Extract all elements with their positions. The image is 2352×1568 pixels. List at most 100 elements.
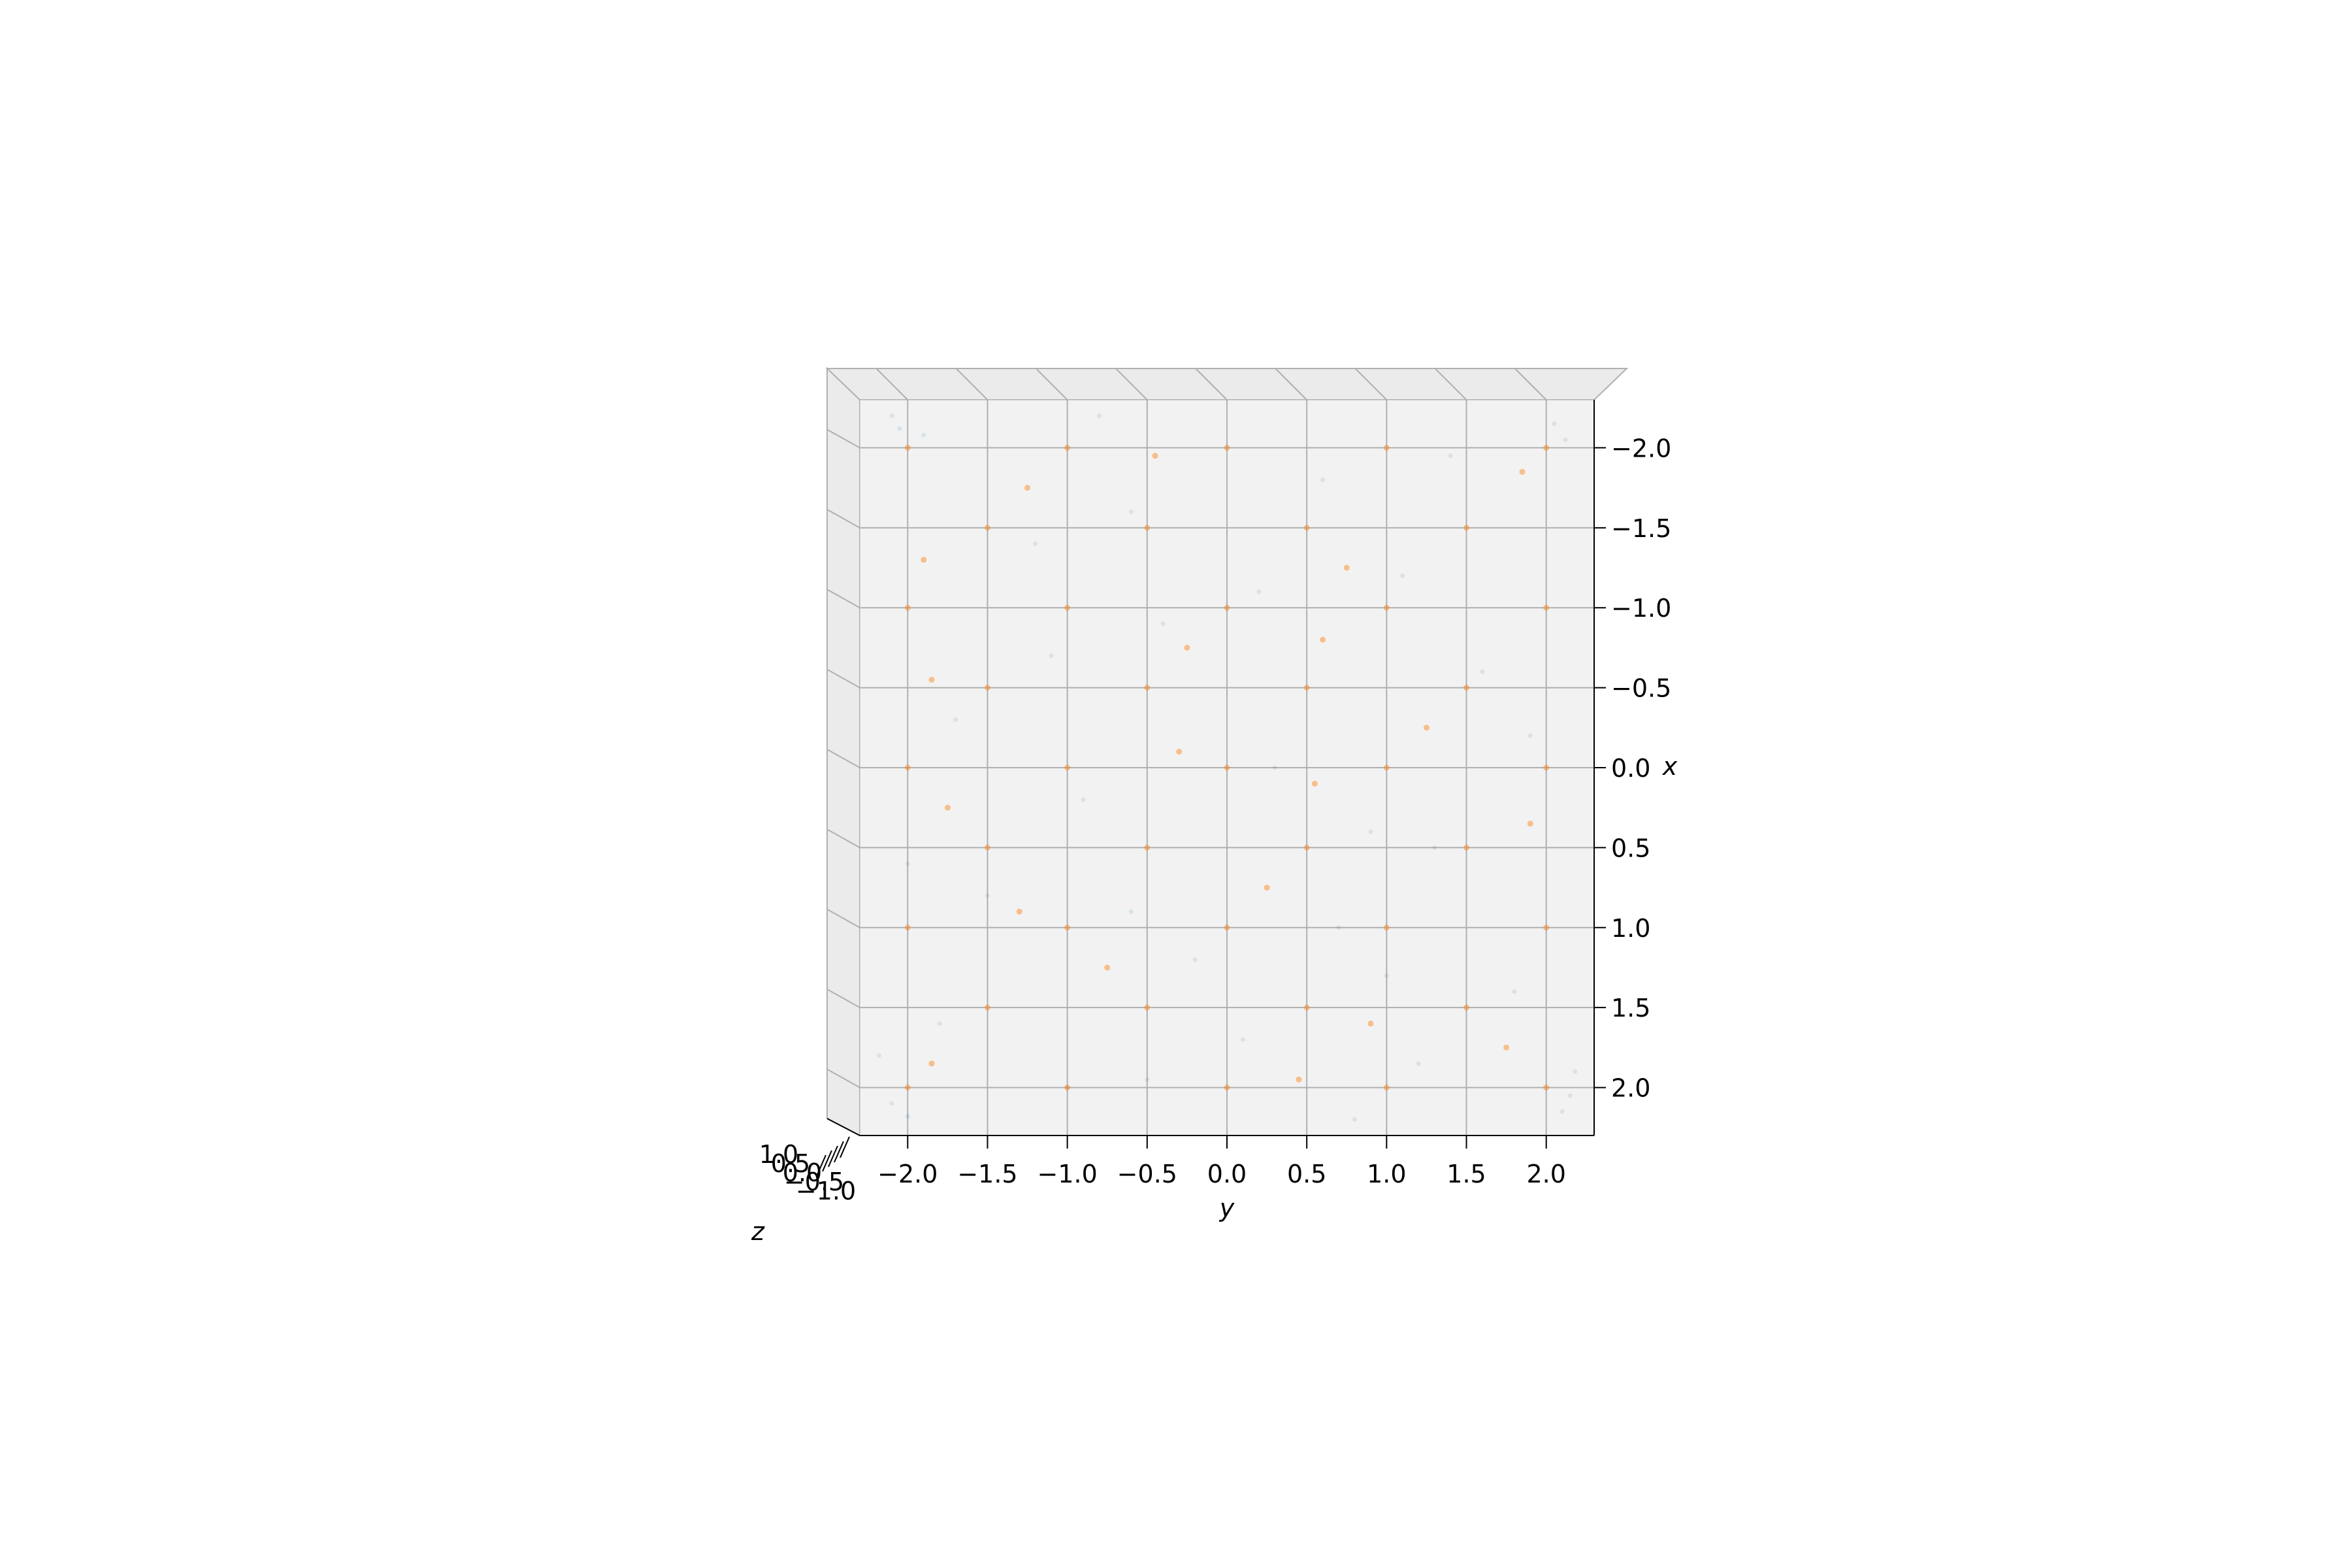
z-axis-label: z — [751, 1217, 765, 1246]
z-tick-label: 0.0 — [783, 1158, 822, 1187]
scatter-point — [1128, 909, 1134, 914]
scatter-point — [1303, 685, 1310, 691]
scatter-point — [1224, 1085, 1230, 1091]
scatter-point — [1383, 444, 1390, 451]
y-ticks: −2.0 −1.5 −1.0 −0.5 0.0 0.5 1.0 1.5 2.0 — [877, 1135, 1566, 1188]
scatter-point — [985, 893, 990, 898]
scatter-point — [1081, 797, 1086, 802]
x-ticks: −2.0 −1.5 −1.0 −0.5 0.0 0.5 1.0 1.5 2.0 — [1594, 434, 1671, 1103]
grid-line-y-top — [1354, 368, 1388, 400]
x-tick-label: 1.0 — [1611, 914, 1650, 943]
scatter-point — [1256, 589, 1262, 595]
pane-edge-top — [825, 368, 1629, 400]
scatter-point — [1543, 604, 1550, 611]
grid-line-x-left — [826, 508, 860, 529]
scatter-point — [1527, 733, 1533, 738]
scatter-point — [984, 1004, 990, 1011]
grid-line-x-left — [826, 668, 860, 689]
grid-line-x-left — [826, 749, 860, 768]
scatter-point — [889, 1101, 894, 1106]
y-tick-label: −1.5 — [957, 1160, 1017, 1188]
scatter-point — [1519, 468, 1526, 475]
scatter-point — [1049, 653, 1054, 659]
grid-line-y-top — [1115, 368, 1148, 400]
scatter-point — [1160, 621, 1166, 627]
z-tick-label: 1.0 — [759, 1140, 798, 1169]
scatter-point — [1336, 925, 1341, 930]
grid-line-y-top — [1195, 368, 1228, 400]
x-tick-label: −0.5 — [1611, 674, 1671, 703]
scatter-point — [1303, 844, 1310, 851]
scatter-point — [1064, 604, 1071, 611]
grid-line-y-top — [1035, 368, 1068, 400]
z-ticks: −1.0−0.50.00.51.0 — [759, 1136, 856, 1205]
scatter-point — [1144, 685, 1151, 691]
scatter-point — [921, 557, 927, 563]
scatter-point — [1104, 964, 1111, 971]
y-axis-label: y — [1219, 1194, 1235, 1222]
scatter-point — [984, 685, 990, 691]
scatter-point — [1224, 764, 1230, 771]
scatter-point — [905, 861, 910, 866]
scatter-point — [1503, 1044, 1510, 1051]
scatter-point — [1064, 1085, 1071, 1091]
y-tick-label: 1.0 — [1367, 1160, 1406, 1188]
scatter-point — [1567, 1093, 1573, 1098]
x-tick-label: −1.5 — [1611, 514, 1671, 543]
scatter-point — [904, 444, 911, 451]
y-tick-label: 0.5 — [1287, 1160, 1326, 1188]
scatter-point — [1543, 444, 1550, 451]
scatter-point — [1192, 957, 1198, 962]
scatter-point — [1144, 1004, 1151, 1011]
scatter-point — [1368, 829, 1373, 834]
grid-line-x-left — [826, 908, 860, 928]
scatter-point — [984, 525, 990, 531]
scatter-point — [1543, 1085, 1550, 1091]
z-tick-label: −0.5 — [784, 1168, 844, 1196]
scatter-point — [1144, 844, 1151, 851]
scatter-point — [1383, 1085, 1390, 1091]
scatter-point — [1320, 636, 1326, 643]
y-tick-label: −1.0 — [1037, 1160, 1098, 1188]
scatter-point — [1033, 541, 1038, 546]
scatter-point — [1065, 1085, 1070, 1090]
scatter-point — [1480, 669, 1485, 674]
scatter-point — [897, 426, 902, 431]
scatter-point — [1064, 444, 1071, 451]
grid-line-y-top — [1275, 368, 1307, 400]
scatter-point — [1311, 780, 1318, 787]
scatter-point — [1024, 485, 1031, 491]
scatter-point — [1543, 924, 1550, 931]
scatter-point — [1463, 844, 1470, 851]
scatter-point — [1463, 1004, 1470, 1011]
scatter-point — [1145, 1077, 1150, 1082]
grid-line-x-left — [826, 828, 860, 849]
scatter-point — [1184, 644, 1190, 651]
x-tick-label: 1.5 — [1611, 994, 1650, 1022]
scatter-point — [1560, 1109, 1565, 1114]
z-tick-mark — [828, 1145, 838, 1168]
scatter-point — [1573, 1069, 1578, 1074]
x-tick-label: −2.0 — [1611, 434, 1671, 463]
scatter-point — [1383, 764, 1390, 771]
scatter-point — [1384, 973, 1389, 978]
scatter-point — [944, 804, 951, 811]
scatter-point — [1552, 421, 1557, 427]
scatter-point — [1064, 764, 1071, 771]
z-axis-line — [826, 1118, 860, 1136]
z-tick-mark — [816, 1154, 826, 1177]
scatter-point — [1383, 604, 1390, 611]
scatter-points — [876, 413, 1578, 1122]
scatter-point — [905, 1114, 910, 1119]
grid-line-x-left — [826, 589, 860, 609]
scatter-point — [984, 844, 990, 851]
grid-line-y-top — [955, 368, 988, 400]
scatter-point — [1144, 525, 1151, 531]
scatter-point — [904, 924, 911, 931]
scatter-point — [953, 717, 958, 723]
scatter-point — [1563, 437, 1568, 442]
grid-line-x-left — [826, 429, 860, 449]
scatter-point — [1543, 764, 1550, 771]
grid-line-y-top — [1514, 368, 1547, 400]
scatter-point — [1176, 749, 1183, 755]
